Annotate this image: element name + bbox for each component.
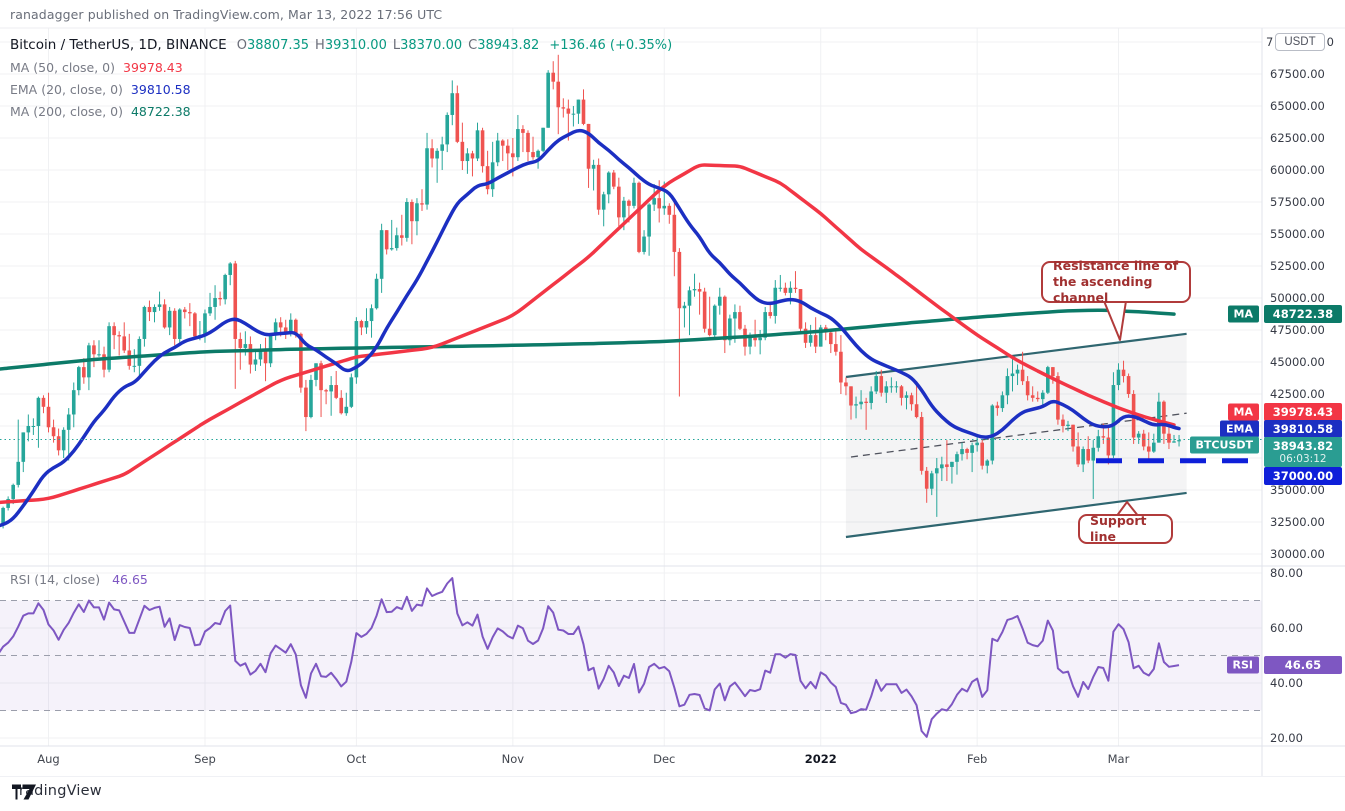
indicator-legend-row-2: MA (200, close, 0) 48722.38 — [10, 104, 191, 119]
bar-countdown: 06:03:12 — [1279, 453, 1327, 465]
axis-tag-ema: EMA — [1220, 420, 1259, 438]
month-label-Feb: Feb — [966, 752, 988, 766]
rsi-legend-label: RSI (14, close) — [10, 572, 101, 587]
chart-legend: Bitcoin / TetherUS, 1D, BINANCE O38807.3… — [10, 34, 672, 123]
ohlc-l: L38370.00 — [392, 38, 463, 53]
rsi-tick-20.00: 20.00 — [1270, 731, 1303, 745]
resistance-callout-line2: the ascending channel — [1053, 274, 1153, 305]
symbol-title: Bitcoin / TetherUS, 1D, BINANCE — [10, 37, 227, 53]
ema20-price-label: 39810.58 — [1264, 420, 1342, 438]
resistance-callout-line1: Resistance line of — [1053, 258, 1179, 273]
rsi-legend: RSI (14, close) 46.65 — [10, 572, 148, 587]
axis-top-right-digit: 0 — [1326, 35, 1334, 49]
axis-top-left-digit: 7 — [1266, 35, 1274, 49]
price-tick-55000.00: 55000.00 — [1270, 227, 1325, 241]
price-tick-62500.00: 62500.00 — [1270, 131, 1325, 145]
price-tick-45000.00: 45000.00 — [1270, 355, 1325, 369]
ohlc-h: H39310.00 — [315, 38, 387, 53]
price-tick-52500.00: 52500.00 — [1270, 259, 1325, 273]
axis-tag-ma: MA — [1227, 305, 1259, 323]
ma50-price-label: 39978.43 — [1264, 403, 1342, 421]
price-tick-50000.00: 50000.00 — [1270, 291, 1325, 305]
month-label-Dec: Dec — [653, 752, 676, 766]
level-37000-label: 37000.00 — [1264, 467, 1342, 485]
footer-bar: TradingView — [0, 777, 1345, 811]
month-label-2022: 2022 — [804, 752, 837, 766]
rsi-tick-40.00: 40.00 — [1270, 676, 1303, 690]
axis-tag-btcusdt: BTCUSDT — [1189, 436, 1259, 454]
ma200-price-label: 48722.38 — [1264, 305, 1342, 323]
indicator-legend-row-0: MA (50, close, 0) 39978.43 — [10, 60, 183, 75]
support-callout: Support line — [1078, 513, 1173, 544]
month-label-Sep: Sep — [194, 752, 216, 766]
legend-symbol-row: Bitcoin / TetherUS, 1D, BINANCE O38807.3… — [10, 34, 672, 57]
month-label-Nov: Nov — [501, 752, 525, 766]
last-price-label: 38943.82 06:03:12 — [1264, 437, 1342, 467]
ohlc-o: O38807.35 — [236, 38, 310, 53]
indicator-legend-rows: MA (50, close, 0) 39978.43 EMA (20, close,… — [10, 57, 672, 123]
currency-toggle-button[interactable]: USDT — [1275, 33, 1325, 51]
rsi-tick-80.00: 80.00 — [1270, 566, 1303, 580]
price-tick-67500.00: 67500.00 — [1270, 67, 1325, 81]
support-callout-text: Support line — [1090, 513, 1147, 544]
month-label-Oct: Oct — [346, 752, 367, 766]
rsi-tick-60.00: 60.00 — [1270, 621, 1303, 635]
ohlc-c: C38943.82 — [468, 38, 540, 53]
ohlc-values: O38807.35 H39310.00 L38370.00 C38943.82 — [231, 38, 539, 53]
price-axis-top-row: 7 USDT 0 — [1266, 33, 1334, 51]
tradingview-logo[interactable]: TradingView — [12, 783, 102, 800]
price-tick-60000.00: 60000.00 — [1270, 163, 1325, 177]
price-tick-30000.00: 30000.00 — [1270, 547, 1325, 561]
publish-header: ranadagger published on TradingView.com,… — [10, 7, 443, 22]
price-tick-42500.00: 42500.00 — [1270, 387, 1325, 401]
price-tick-65000.00: 65000.00 — [1270, 99, 1325, 113]
change-value: +136.46 (+0.35%) — [549, 38, 673, 53]
month-label-Mar: Mar — [1107, 752, 1130, 766]
price-tick-35000.00: 35000.00 — [1270, 483, 1325, 497]
indicator-legend-row-1: EMA (20, close, 0) 39810.58 — [10, 82, 191, 97]
axis-tag-rsi: RSI — [1226, 656, 1259, 674]
month-label-Aug: Aug — [37, 752, 60, 766]
tradingview-logo-icon — [12, 784, 36, 800]
price-tick-32500.00: 32500.00 — [1270, 515, 1325, 529]
price-tick-57500.00: 57500.00 — [1270, 195, 1325, 209]
rsi-value-label: 46.65 — [1264, 656, 1342, 674]
axis-tag-ma: MA — [1227, 403, 1259, 421]
rsi-legend-value: 46.65 — [112, 572, 148, 587]
price-tick-47500.00: 47500.00 — [1270, 323, 1325, 337]
resistance-callout: Resistance line of the ascending channel — [1041, 258, 1191, 305]
